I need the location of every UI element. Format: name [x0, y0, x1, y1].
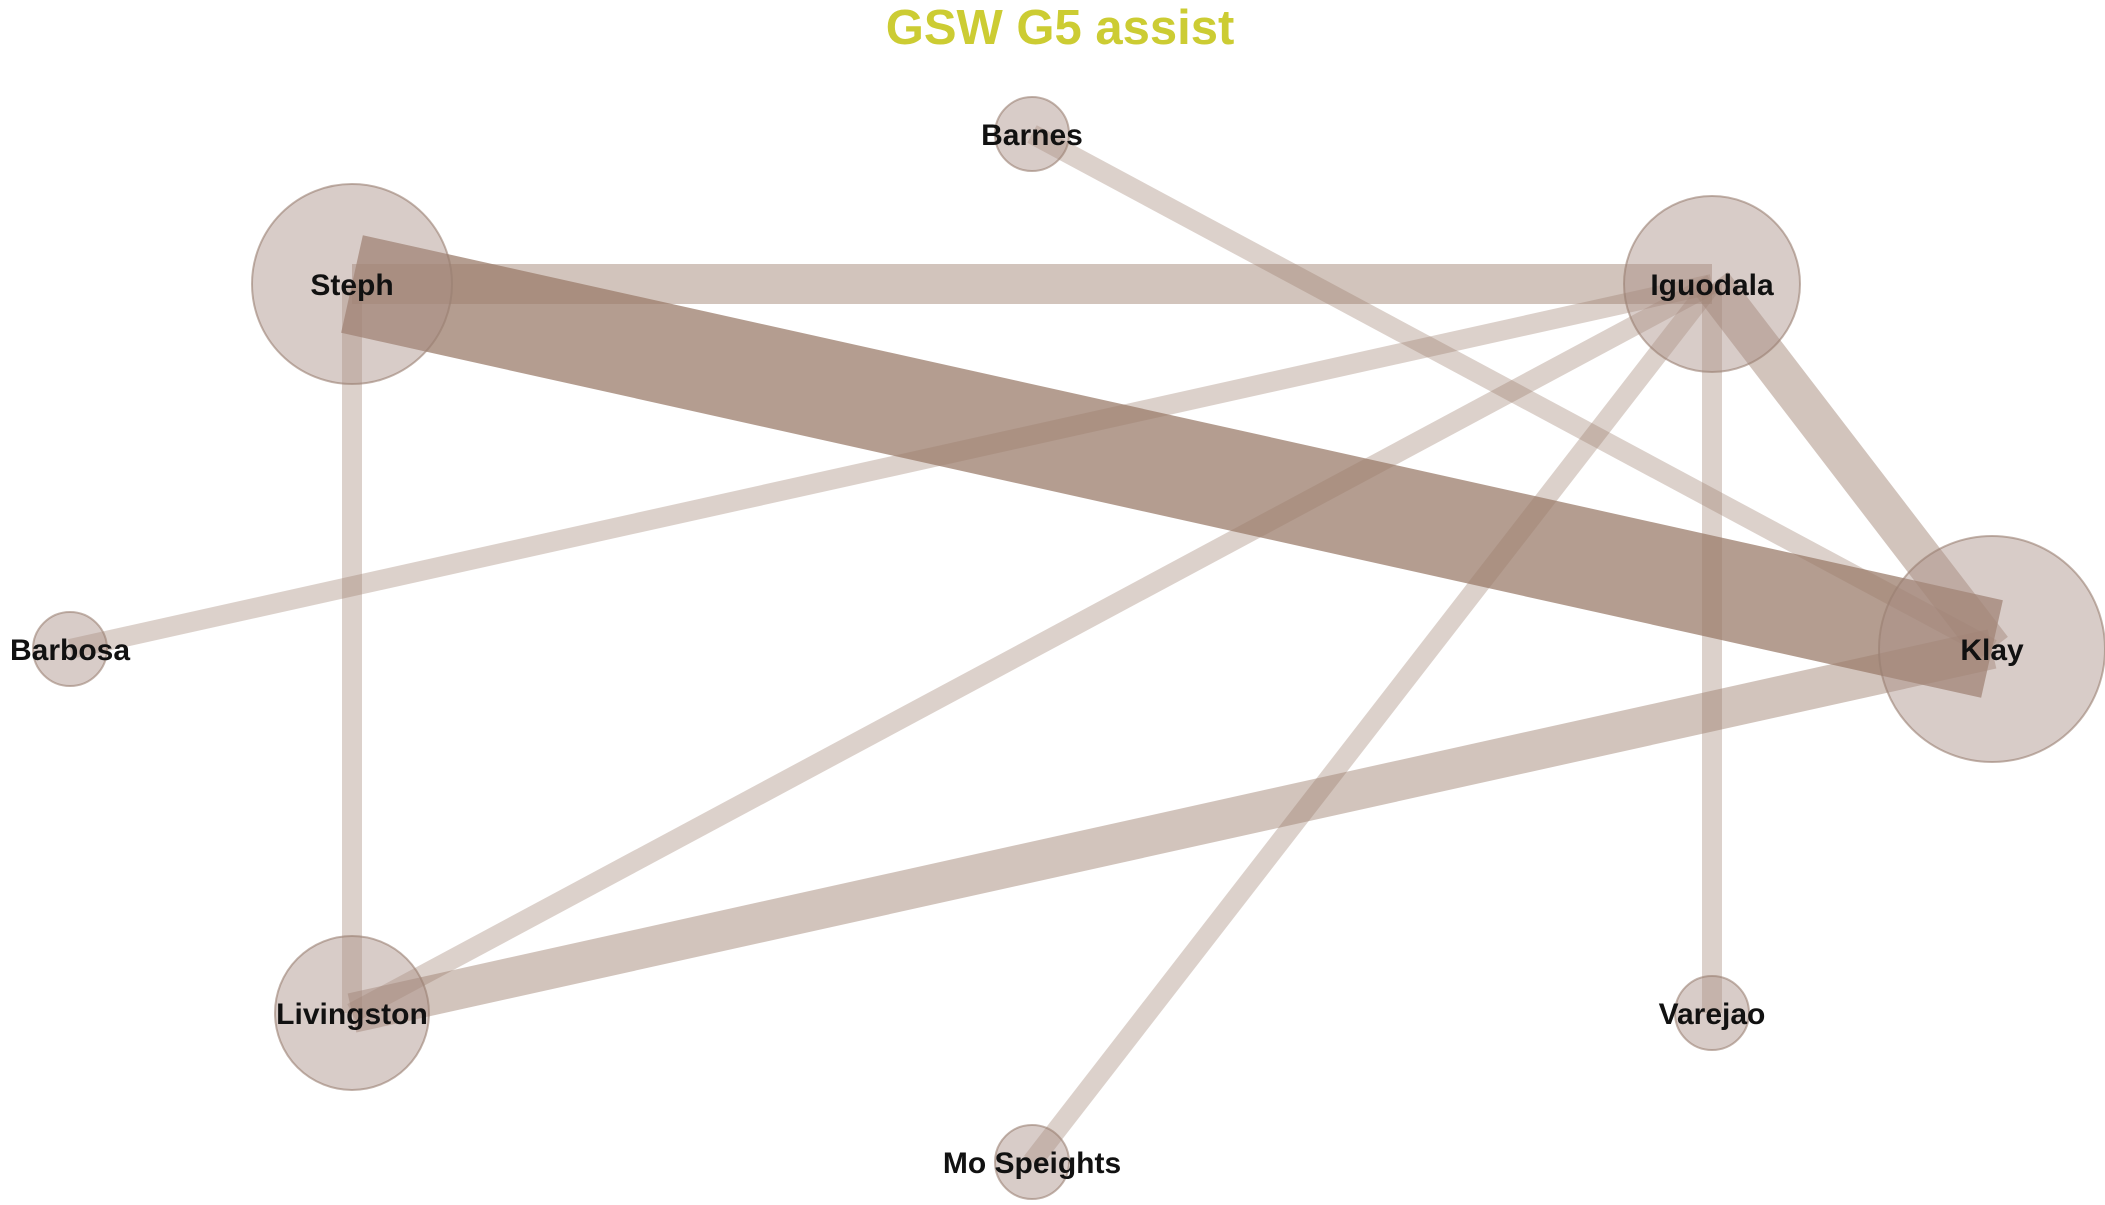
edge-iguodala-barbosa — [67, 274, 1715, 659]
edge-livingston-klay — [347, 629, 1997, 1033]
edge-iguodala-klay — [1696, 271, 2008, 662]
labels-layer: Barnes Steph Iguodala Barbosa Klay Livingston… — [10, 119, 2024, 1180]
node-label-varejao: Varejao — [1659, 998, 1766, 1031]
node-label-mo-speights: Mo Speights — [943, 1147, 1121, 1180]
edge-barnes-klay — [1027, 125, 1997, 658]
node-barnes — [994, 96, 1070, 172]
edge-steph-klay — [341, 235, 2003, 698]
node-label-barnes: Barnes — [981, 119, 1083, 152]
node-klay — [1878, 535, 2105, 763]
node-varejao — [1674, 975, 1750, 1051]
node-label-livingston: Livingston — [276, 998, 428, 1031]
nodes-layer — [32, 96, 2105, 1200]
node-label-barbosa: Barbosa — [10, 634, 130, 667]
node-label-steph: Steph — [310, 269, 393, 302]
edges-layer — [67, 125, 2008, 1169]
node-barbosa — [32, 611, 108, 687]
node-label-iguodala: Iguodala — [1650, 269, 1774, 302]
edge-iguodala-livingston — [347, 275, 1717, 1022]
graph-title: GSW G5 assist — [886, 1, 1235, 55]
node-iguodala — [1623, 195, 1801, 373]
node-steph — [251, 183, 453, 385]
node-label-klay: Klay — [1960, 634, 2024, 667]
edge-iguodala-mo-speights — [1024, 277, 1720, 1169]
node-livingston — [274, 935, 430, 1091]
node-mo-speights — [994, 1124, 1070, 1200]
